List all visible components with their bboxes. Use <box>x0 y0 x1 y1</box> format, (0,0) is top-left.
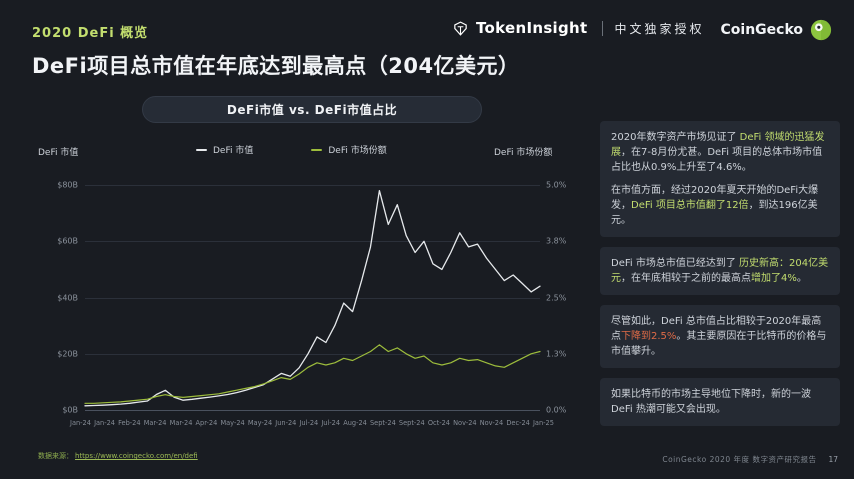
text-segment: DeFi 领域的迅猛发展 <box>611 132 825 158</box>
report-title: CoinGecko 2020 年度 数字资产研究报告 <box>662 455 817 464</box>
y-axis-right-title: DeFi 市场份额 <box>494 148 553 158</box>
text-segment: 在市值方面，经过2020年夏天开始的DeFi大爆发， <box>611 185 819 211</box>
page-number: 17 <box>828 455 838 464</box>
insight-paragraph: 尽管如此，DeFi 总市值占比相较于2020年最高点下降到2.5%。其主要原因在… <box>611 314 829 359</box>
y-tick-label: $40B <box>57 293 78 302</box>
x-axis-ticks: Jan-24 Jan-24 Feb-24 Mar-24 Mar-24 Apr-24 May-… <box>70 419 554 427</box>
text-segment: DeFi 市场总市值已经达到了 <box>611 258 740 269</box>
text-segment: 下降到2.5% <box>621 331 677 342</box>
x-tick-label: Mar-24 <box>169 419 193 427</box>
insight-paragraph: 在市值方面，经过2020年夏天开始的DeFi大爆发，DeFi 项目总市值翻了12… <box>611 183 829 228</box>
legend-entry: DeFi 市场份额 <box>311 143 387 156</box>
series-line-marketcap <box>84 189 541 407</box>
x-tick-label: Sept-24 <box>398 419 425 427</box>
insight-card: 尽管如此，DeFi 总市值占比相较于2020年最高点下降到2.5%。其主要原因在… <box>600 305 840 368</box>
legend-entry: DeFi 市值 <box>196 143 253 156</box>
y-tick-label: $80B <box>57 180 78 190</box>
legend-label: DeFi 市场份额 <box>328 146 387 156</box>
coingecko-wordmark: CoinGecko <box>720 22 804 38</box>
gridline <box>85 353 540 355</box>
x-tick-label: May-24 <box>220 419 245 427</box>
chart-title: DeFi市值 vs. DeFi市值占比 <box>226 103 398 117</box>
text-segment: 2020年数字资产市场见证了 <box>611 132 740 143</box>
x-tick-label: May-24 <box>247 419 273 427</box>
license-label: 中文独家授权 <box>614 21 705 36</box>
insight-paragraph: 如果比特币的市场主导地位下降时，新的一波 DeFi 热潮可能又会出现。 <box>611 387 829 417</box>
insight-paragraph: DeFi 市场总市值已经达到了 历史新高：204亿美元，在年底相较于之前的最高点… <box>611 256 829 286</box>
insight-card: 如果比特币的市场主导地位下降时，新的一波 DeFi 热潮可能又会出现。 <box>600 378 840 426</box>
y-axis-right-ticks: 5.0% 3.8% 2.5% 1.3% 0.0% <box>546 181 586 415</box>
insight-card: 2020年数字资产市场见证了 DeFi 领域的迅猛发展，在7-8月份尤甚。DeF… <box>600 121 840 237</box>
x-tick-label: Jul-24 <box>299 419 319 427</box>
series-line-market-share <box>84 344 541 404</box>
insight-card: DeFi 市场总市值已经达到了 历史新高：204亿美元，在年底相较于之前的最高点… <box>600 247 840 295</box>
data-source: 数据来源： https://www.coingecko.com/en/defi <box>38 451 198 461</box>
tokeninsight-wordmark: TokenInsight <box>476 19 588 37</box>
x-tick-label: Apr-24 <box>195 419 218 427</box>
tokeninsight-logo-icon <box>452 20 469 37</box>
y-tick-label: $60B <box>57 236 78 246</box>
page-title: DeFi项目总市值在年底达到最高点（204亿美元） <box>32 54 520 78</box>
y-tick-label: 1.3% <box>546 349 567 359</box>
x-tick-label: Jan-25 <box>532 419 554 427</box>
sidebar-cards: 2020年数字资产市场见证了 DeFi 领域的迅猛发展，在7-8月份尤甚。DeF… <box>600 121 840 426</box>
text-segment: 历史新高：204亿美元 <box>611 258 829 284</box>
gridline <box>85 410 540 411</box>
y-tick-label: 3.8% <box>546 236 567 246</box>
coingecko-brand: CoinGecko <box>721 19 833 41</box>
x-tick-label: Feb-24 <box>118 419 141 427</box>
x-tick-label: Sept-24 <box>369 419 396 427</box>
y-tick-label: $20B <box>57 349 78 359</box>
text-segment: 尽管如此，DeFi 总市值占比相较于2020年最高点 <box>611 316 822 342</box>
text-segment: ，在7-8月份尤甚。DeFi 项目的总体市场市值占比也从0.9%上升至了4.6%… <box>611 147 823 173</box>
text-segment: ，到达196亿美元。 <box>611 200 818 226</box>
x-tick-label: Jun-24 <box>275 419 297 427</box>
gridline <box>85 241 540 243</box>
x-tick-label: Nov-24 <box>479 419 504 427</box>
data-source-link[interactable]: https://www.coingecko.com/en/defi <box>75 452 198 460</box>
x-tick-label: Jan-24 <box>94 419 115 427</box>
legend-label: DeFi 市值 <box>213 146 254 156</box>
y-tick-label: 5.0% <box>546 180 567 190</box>
legend-line-icon <box>311 148 323 151</box>
x-tick-label: Jul-24 <box>321 419 341 427</box>
text-segment: 如果比特币的市场主导地位下降时，新的一波 DeFi 热潮可能又会出现。 <box>611 389 811 415</box>
insight-paragraph: 2020年数字资产市场见证了 DeFi 领域的迅猛发展，在7-8月份尤甚。DeF… <box>611 130 829 175</box>
chart-legend: DeFi 市值 DeFi 市场份额 <box>196 143 387 156</box>
slide-eyebrow: 2020 DeFi 概览 <box>32 26 149 41</box>
gridline <box>85 185 540 186</box>
y-tick-label: $0B <box>62 405 78 415</box>
chart-canvas <box>84 189 541 407</box>
y-tick-label: 2.5% <box>546 293 567 302</box>
y-axis-left-title: DeFi 市值 <box>38 148 79 158</box>
text-segment: ，在年底相较于之前的最高点 <box>621 273 751 284</box>
x-tick-label: Dec-24 <box>506 419 530 427</box>
text-segment: DeFi 项目总市值翻了12倍 <box>631 200 749 211</box>
x-tick-label: Oct-24 <box>427 419 450 427</box>
x-tick-label: Mar-24 <box>143 419 167 427</box>
report-footer: CoinGecko 2020 年度 数字资产研究报告 17 <box>662 454 838 465</box>
data-source-label: 数据来源： <box>38 452 73 460</box>
y-tick-label: 0.0% <box>546 405 567 415</box>
plot-area <box>84 185 541 411</box>
text-segment: 。其主要原因在于比特币的价格与市值攀升。 <box>611 331 827 357</box>
chart-title-pill: DeFi市值 vs. DeFi市值占比 <box>142 96 482 123</box>
x-tick-label: Nov-24 <box>453 419 477 427</box>
text-segment: 增加了4% <box>751 273 797 284</box>
header-divider <box>601 20 603 36</box>
x-tick-label: Aug-24 <box>343 419 367 427</box>
gridline <box>85 297 540 299</box>
x-tick-label: Jan-24 <box>70 419 91 427</box>
tokeninsight-brand: TokenInsight 中文独家授权 <box>452 19 705 37</box>
y-axis-left-ticks: $80B $60B $40B $20B $0B <box>30 181 78 415</box>
text-segment: 。 <box>796 273 807 284</box>
legend-line-icon <box>196 148 207 151</box>
coingecko-logo-icon <box>810 19 832 41</box>
